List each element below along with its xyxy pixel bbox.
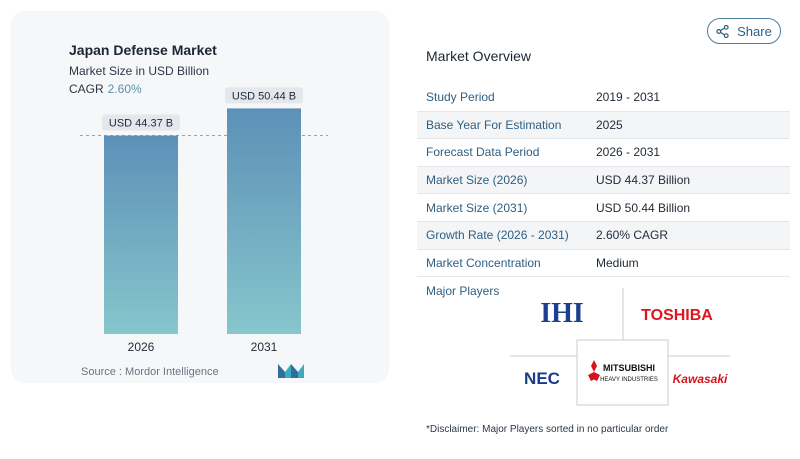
- share-label: Share: [737, 23, 772, 39]
- chart-title: Japan Defense Market: [69, 42, 217, 58]
- overview-row: Study Period 2019 - 2031: [417, 84, 790, 112]
- cagr-value: 2.60%: [107, 82, 142, 96]
- overview-row: Forecast Data Period 2026 - 2031: [417, 139, 790, 167]
- disclaimer: *Disclaimer: Major Players sorted in no …: [426, 424, 669, 435]
- category-label: 2026: [128, 340, 155, 354]
- chart-subtitle: Market Size in USD Billion: [69, 64, 210, 78]
- share-button[interactable]: Share: [707, 18, 781, 44]
- major-players-label: Major Players: [426, 284, 500, 298]
- overview-row-key: Market Size (2026): [426, 173, 528, 188]
- source-label: Source :: [81, 366, 122, 378]
- overview-row-key: Base Year For Estimation: [426, 117, 562, 132]
- overview-row: Market Concentration Medium: [417, 250, 790, 278]
- share-icon: [716, 24, 729, 38]
- cagr-label: CAGR: [69, 82, 104, 96]
- bar-2026: [104, 135, 178, 334]
- overview-row-key: Study Period: [426, 90, 495, 105]
- overview-table: Study Period 2019 - 2031 Base Year For Est…: [417, 84, 790, 278]
- overview-row-value: USD 44.37 Billion: [596, 173, 691, 188]
- overview-row-key: Market Concentration: [426, 255, 541, 270]
- overview-row-key: Forecast Data Period: [426, 145, 540, 160]
- data-label: USD 44.37 B: [109, 118, 173, 130]
- data-label-bg: [225, 87, 303, 104]
- overview-row: Growth Rate (2026 - 2031) 2.60% CAGR: [417, 221, 790, 250]
- overview-row-value: 2019 - 2031: [596, 90, 661, 105]
- overview-row-value: Medium: [596, 255, 639, 270]
- overview-row: Base Year For Estimation 2025: [417, 111, 790, 140]
- data-label: USD 50.44 B: [232, 90, 296, 102]
- mordor-logo-icon: [278, 364, 304, 378]
- overview-row: Market Size (2026) USD 44.37 Billion: [417, 166, 790, 195]
- overview-title: Market Overview: [426, 48, 532, 64]
- overview-row-key: Market Size (2031): [426, 200, 528, 215]
- source-line: Source : Mordor Intelligence: [81, 366, 219, 378]
- category-label: 2031: [251, 340, 278, 354]
- overview-row-value: USD 50.44 Billion: [596, 200, 691, 215]
- cagr-line: CAGR 2.60%: [69, 82, 142, 96]
- data-label-bg: [102, 114, 180, 131]
- overview-row-value: 2.60% CAGR: [596, 228, 669, 243]
- chart-card: [11, 11, 389, 383]
- overview-row-value: 2026 - 2031: [596, 145, 661, 160]
- overview-row-key: Growth Rate (2026 - 2031): [426, 228, 569, 243]
- bar-2031: [227, 108, 301, 335]
- overview-row-value: 2025: [596, 117, 623, 132]
- overview-row: Market Size (2031) USD 50.44 Billion: [417, 194, 790, 222]
- source-value: Mordor Intelligence: [125, 366, 219, 378]
